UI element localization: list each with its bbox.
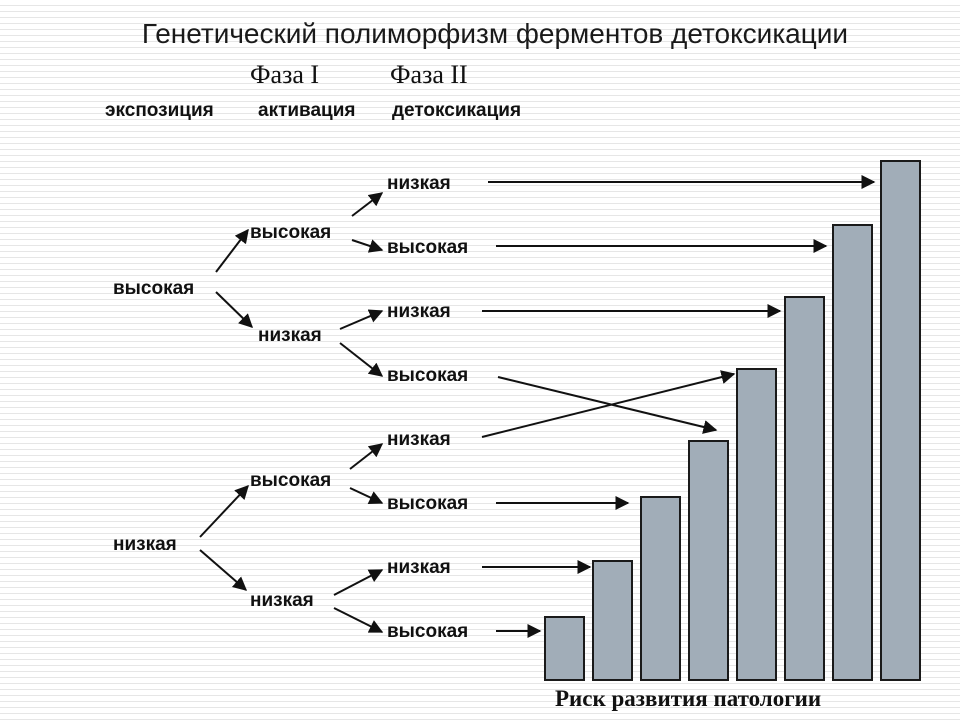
detox-label-2: высокая — [387, 237, 469, 258]
branch-arrow — [351, 239, 384, 253]
branch-arrow — [333, 569, 384, 596]
phase-2-label: Фаза II — [390, 60, 468, 89]
branch-arrow — [339, 309, 384, 330]
activation-label-1: высокая — [250, 222, 332, 243]
branch-arrow — [199, 549, 248, 591]
branch-arrow — [351, 192, 384, 217]
risk-bar-5 — [736, 368, 777, 681]
activation-label-4: низкая — [250, 590, 314, 611]
detox-label-5: низкая — [387, 429, 451, 450]
branch-arrow — [215, 228, 249, 273]
risk-bar-6 — [784, 296, 825, 681]
risk-bar-4 — [688, 440, 729, 681]
detox-label-7: низкая — [387, 557, 451, 578]
phase-1-label: Фаза I — [250, 60, 320, 89]
branch-arrow — [215, 291, 254, 328]
detox-label-3: низкая — [387, 301, 451, 322]
risk-bar-8 — [880, 160, 921, 681]
detox-label-6: высокая — [387, 493, 469, 514]
activation-label-2: низкая — [258, 325, 322, 346]
branch-arrow — [333, 607, 384, 633]
risk-bar-1 — [544, 616, 585, 681]
slide-title: Генетический полиморфизм ферментов деток… — [141, 18, 849, 49]
branch-arrow — [349, 443, 384, 470]
detox-label-8: высокая — [387, 621, 469, 642]
exposure-high-label: высокая — [113, 278, 195, 299]
activation-label-3: высокая — [250, 470, 332, 491]
header-activation: активация — [258, 100, 356, 121]
branch-arrow — [339, 342, 384, 377]
detox-label-1: низкая — [387, 173, 451, 194]
risk-arrow — [481, 370, 736, 438]
detox-label-4: высокая — [387, 365, 469, 386]
risk-caption: Риск развития патологии — [555, 686, 822, 711]
header-detox: детоксикация — [392, 100, 522, 121]
risk-bar-2 — [592, 560, 633, 681]
risk-bar-7 — [832, 224, 873, 681]
branch-arrow — [349, 487, 384, 504]
exposure-low-label: низкая — [113, 534, 177, 555]
risk-arrow — [497, 376, 718, 434]
risk-bar-3 — [640, 496, 681, 681]
header-exposure: экспозиция — [105, 100, 214, 121]
branch-arrow — [199, 484, 249, 538]
risk-bars — [544, 160, 921, 681]
